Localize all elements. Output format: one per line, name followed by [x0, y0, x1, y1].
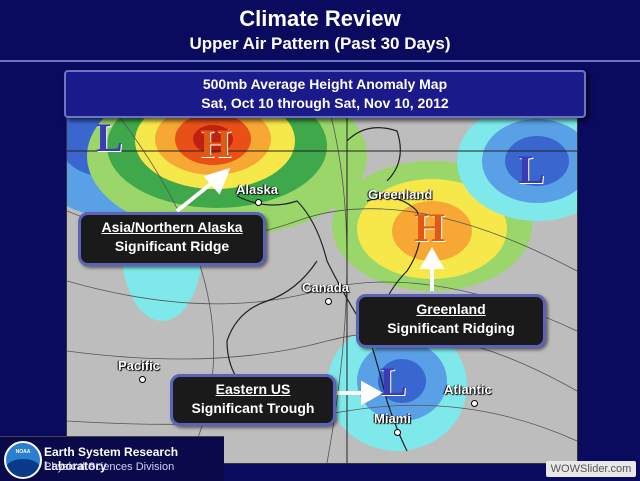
- place-alaska: Alaska: [236, 182, 278, 197]
- low-center-east: L: [518, 147, 545, 192]
- callout-alaska: Asia/Northern Alaska Significant Ridge: [78, 212, 266, 266]
- callout-eastern-us-title: Eastern US: [215, 381, 291, 397]
- callout-alaska-title: Asia/Northern Alaska: [101, 219, 243, 235]
- title-divider: [0, 60, 640, 62]
- callout-alaska-text: Significant Ridge: [114, 238, 230, 254]
- lab-division: Physical Sciences Division: [44, 461, 175, 473]
- low-center-us: L: [380, 359, 407, 404]
- slide-subtitle: Upper Air Pattern (Past 30 Days): [189, 34, 451, 53]
- callout-greenland-text: Significant Ridging: [387, 320, 515, 336]
- slide-title: Climate Review: [239, 6, 401, 31]
- place-dot-pacific: [139, 376, 146, 383]
- callout-greenland-title: Greenland: [416, 301, 486, 317]
- low-center-west: L: [96, 115, 123, 160]
- callout-eastern-us: Eastern US Significant Trough: [170, 374, 336, 426]
- map-header: 500mb Average Height Anomaly Map Sat, Oc…: [64, 70, 586, 118]
- place-dot-canada: [325, 298, 332, 305]
- place-canada: Canada: [302, 280, 349, 295]
- lab-logo-block: NOAA Earth System Research Laboratory Ph…: [0, 436, 224, 481]
- watermark-link[interactable]: WOWSlider.com: [546, 461, 636, 477]
- place-dot-miami: [394, 429, 401, 436]
- place-atlantic: Atlantic: [444, 382, 492, 397]
- place-greenland: Greenland: [368, 187, 433, 202]
- place-dot-alaska: [255, 199, 262, 206]
- callout-eastern-us-text: Significant Trough: [191, 400, 315, 416]
- noaa-logo-text: NOAA: [15, 449, 31, 455]
- noaa-logo-icon: NOAA: [4, 441, 42, 479]
- map-header-dates: Sat, Oct 10 through Sat, Nov 10, 2012: [201, 95, 449, 111]
- high-center-alaska: H: [200, 121, 232, 166]
- place-dot-atlantic: [471, 400, 478, 407]
- place-pacific: Pacific: [118, 358, 160, 373]
- high-center-greenland: H: [414, 205, 446, 250]
- place-miami: Miami: [374, 411, 411, 426]
- map-header-title: 500mb Average Height Anomaly Map: [202, 76, 448, 92]
- lab-name: Earth System Research Laboratory: [44, 445, 179, 473]
- callout-greenland: Greenland Significant Ridging: [356, 294, 546, 348]
